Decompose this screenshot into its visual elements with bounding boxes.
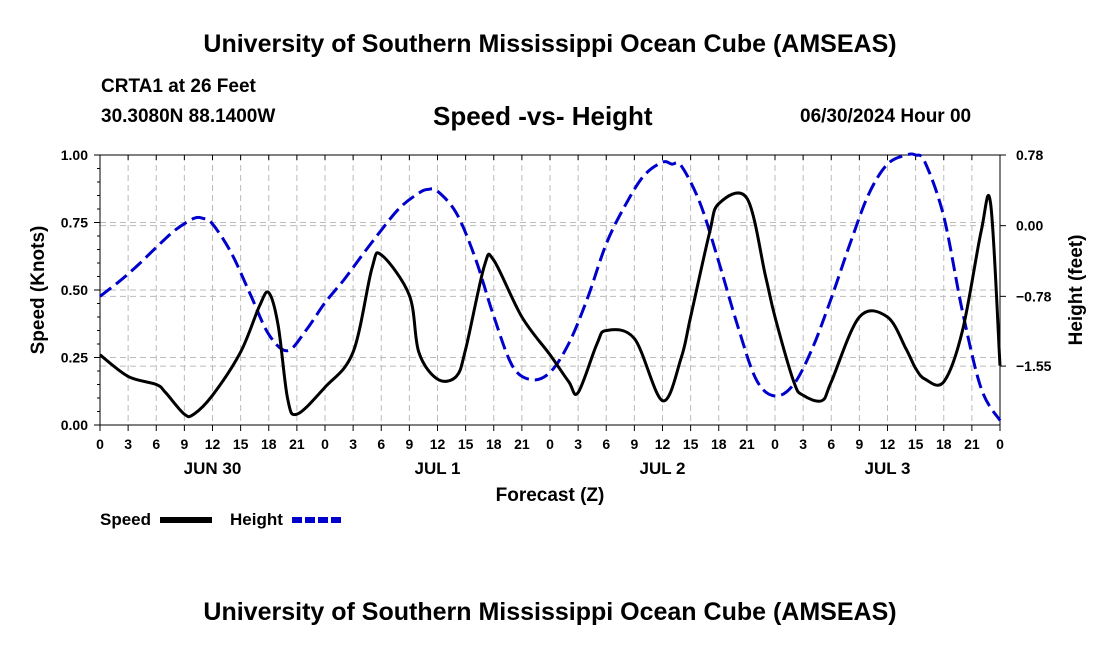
x-axis-label: Forecast (Z): [496, 485, 605, 506]
series-lines: [99, 152, 1002, 422]
x-tick-label: 15: [683, 436, 699, 452]
x-tick-label: 18: [936, 436, 952, 452]
y-axis-label: Speed (Knots): [28, 226, 49, 355]
x-tick-label: 3: [349, 436, 357, 452]
y-tick-label: 1.00: [61, 147, 88, 163]
x-tick-label: 6: [602, 436, 610, 452]
x-tick-label: 9: [630, 436, 638, 452]
x-tick-label: 3: [124, 436, 132, 452]
station-coords: 30.3080N 88.1400W: [101, 106, 276, 127]
legend: Speed Height: [100, 510, 343, 529]
y-right-tick-label: 0.78: [1016, 147, 1043, 163]
y-tick-label: 0.00: [61, 417, 88, 433]
x-tick-label: 9: [405, 436, 413, 452]
x-tick-label: 18: [711, 436, 727, 452]
y-tick-label: 0.25: [61, 350, 88, 366]
x-tick-label: 12: [205, 436, 221, 452]
x-tick-label: 18: [486, 436, 502, 452]
x-tick-label: 3: [799, 436, 807, 452]
date-label: JUN 30: [184, 459, 242, 478]
x-tick-label: 15: [908, 436, 924, 452]
legend-speed-label: Speed: [100, 510, 151, 529]
chart-subtitle: Speed -vs- Height: [433, 101, 653, 131]
date-label: JUL 3: [865, 459, 911, 478]
x-tick-label: 15: [233, 436, 249, 452]
y-tick-label: 0.50: [61, 282, 88, 298]
x-tick-label: 9: [180, 436, 188, 452]
x-tick-label: 12: [430, 436, 446, 452]
x-tick-label: 12: [655, 436, 671, 452]
x-tick-label: 21: [739, 436, 755, 452]
x-tick-label: 9: [855, 436, 863, 452]
y-right-tick-label: −0.78: [1016, 288, 1052, 304]
grid: [100, 154, 1000, 425]
series-line-speed: [99, 191, 1002, 419]
x-tick-label: 3: [574, 436, 582, 452]
x-tick-label: 21: [514, 436, 530, 452]
date-label: JUL 1: [415, 459, 461, 478]
x-tick-label: 6: [377, 436, 385, 452]
x-tick-label: 0: [546, 436, 554, 452]
x-tick-label: 0: [96, 436, 104, 452]
legend-height-label: Height: [230, 510, 283, 529]
x-tick-label: 21: [289, 436, 305, 452]
x-tick-label: 21: [964, 436, 980, 452]
x-tick-label: 0: [771, 436, 779, 452]
y-right-tick-label: −1.55: [1016, 358, 1052, 374]
footer-title: University of Southern Mississippi Ocean…: [203, 598, 897, 626]
x-tick-label: 6: [152, 436, 160, 452]
x-tick-label: 15: [458, 436, 474, 452]
x-tick-label: 6: [827, 436, 835, 452]
series-line-height: [99, 152, 1002, 422]
axis-ticks: 0 3 6 9 12 15 18 21 0 3 6 9 12 15 18 21 0 3 6 9 12 15 18 21 0 3 6 9…: [61, 147, 1052, 478]
y-axis-right-label: Height (feet): [1066, 235, 1087, 346]
date-label: JUL 2: [640, 459, 686, 478]
chart-title: University of Southern Mississippi Ocean…: [203, 30, 897, 58]
y-right-tick-label: 0.00: [1016, 218, 1043, 234]
x-tick-label: 12: [880, 436, 896, 452]
y-tick-label: 0.75: [61, 215, 88, 231]
station-label: CRTA1 at 26 Feet: [101, 76, 256, 97]
x-tick-label: 18: [261, 436, 277, 452]
x-tick-label: 0: [996, 436, 1004, 452]
x-tick-label: 0: [321, 436, 329, 452]
forecast-datetime: 06/30/2024 Hour 00: [800, 106, 972, 127]
